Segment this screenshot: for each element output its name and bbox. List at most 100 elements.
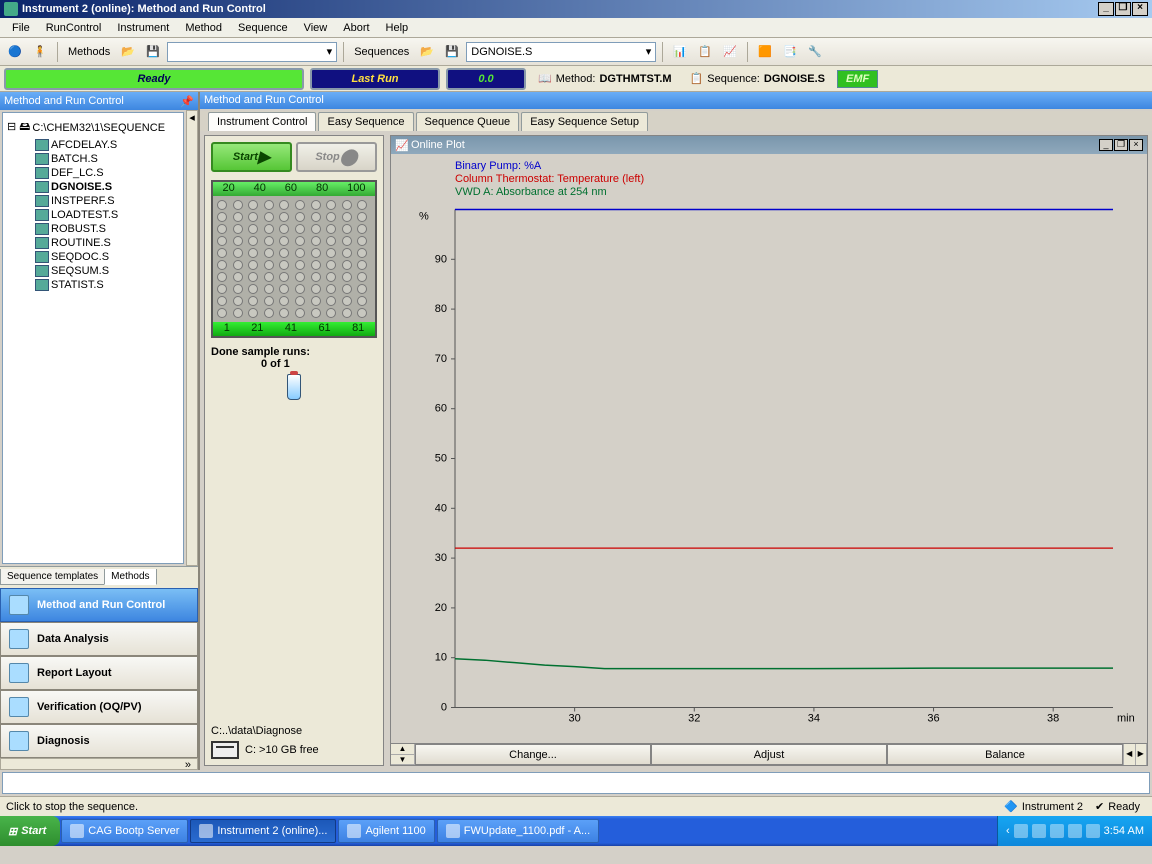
v-scroll-spin[interactable]: ▲▼ — [391, 744, 415, 765]
tree-item[interactable]: DEF_LC.S — [7, 166, 179, 180]
tree-item[interactable]: SEQDOC.S — [7, 250, 179, 264]
svg-text:34: 34 — [808, 713, 820, 725]
svg-text:50: 50 — [435, 453, 447, 465]
start-menu-button[interactable]: ⊞ Start — [0, 816, 60, 846]
methods-open-icon[interactable]: 📂 — [117, 41, 139, 63]
view-btn-1[interactable]: 📊 — [669, 41, 691, 63]
tab-easy-sequence-setup[interactable]: Easy Sequence Setup — [521, 112, 648, 131]
tree-item[interactable]: ROBUST.S — [7, 222, 179, 236]
tab-easy-sequence[interactable]: Easy Sequence — [318, 112, 413, 131]
adjust-button[interactable]: Adjust — [651, 744, 887, 765]
menu-bar: File RunControl Instrument Method Sequen… — [0, 18, 1152, 38]
tree-item[interactable]: STATIST.S — [7, 278, 179, 292]
menu-file[interactable]: File — [4, 20, 38, 36]
balance-button[interactable]: Balance — [887, 744, 1123, 765]
sequence-chip: 📋 Sequence: DGNOISE.S — [684, 72, 831, 85]
view-btn-4[interactable]: 🟧 — [754, 41, 776, 63]
svg-text:20: 20 — [435, 602, 447, 614]
menu-abort[interactable]: Abort — [335, 20, 377, 36]
right-tabs: Instrument Control Easy Sequence Sequenc… — [200, 111, 1152, 131]
sequences-combo[interactable]: DGNOISE.S▾ — [466, 42, 656, 62]
tray-icon[interactable] — [1014, 824, 1028, 838]
tree-item[interactable]: AFCDELAY.S — [7, 138, 179, 152]
close-button[interactable]: × — [1132, 2, 1148, 16]
tab-methods[interactable]: Methods — [104, 569, 156, 585]
tree-item[interactable]: INSTPERF.S — [7, 194, 179, 208]
nav-expand[interactable]: » — [0, 758, 198, 770]
taskbar-button[interactable]: CAG Bootp Server — [61, 819, 188, 843]
tray-icon[interactable] — [1050, 824, 1064, 838]
plot-canvas: Binary Pump: %A Column Thermostat: Tempe… — [391, 154, 1147, 743]
h-scroll-spin[interactable]: ◀▶ — [1123, 744, 1147, 765]
nav-button[interactable]: Verification (OQ/PV) — [0, 690, 198, 724]
online-plot-window: 📈 Online Plot _ ❐ × Binary Pump: %A Colu… — [390, 135, 1148, 766]
menu-instrument[interactable]: Instrument — [109, 20, 177, 36]
left-tabs: Sequence templates Methods — [0, 566, 198, 588]
system-tray[interactable]: ‹ 3:54 AM — [997, 816, 1152, 846]
methods-save-icon[interactable]: 💾 — [142, 41, 164, 63]
plot-min[interactable]: _ — [1099, 139, 1113, 151]
nav-button[interactable]: Method and Run Control — [0, 588, 198, 622]
hint-bar — [2, 772, 1150, 794]
tree-item[interactable]: DGNOISE.S — [7, 180, 179, 194]
svg-text:90: 90 — [435, 253, 447, 265]
plot-controls: ▲▼ Change... Adjust Balance ◀▶ — [391, 743, 1147, 765]
book-icon: 📖 — [538, 72, 552, 85]
menu-view[interactable]: View — [296, 20, 336, 36]
tree-item[interactable]: ROUTINE.S — [7, 236, 179, 250]
nav-button[interactable]: Diagnosis — [0, 724, 198, 758]
plot-close[interactable]: × — [1129, 139, 1143, 151]
menu-method[interactable]: Method — [177, 20, 230, 36]
tree-item[interactable]: SEQSUM.S — [7, 264, 179, 278]
start-button[interactable]: Start▶ — [211, 142, 292, 172]
tree-item[interactable]: BATCH.S — [7, 152, 179, 166]
svg-text:0: 0 — [441, 702, 447, 714]
tray-expand[interactable]: ‹ — [1006, 825, 1010, 837]
method-chip: 📖 Method: DGTHMTST.M — [532, 72, 678, 85]
view-btn-2[interactable]: 📋 — [694, 41, 716, 63]
tab-seq-templates[interactable]: Sequence templates — [0, 569, 105, 585]
sequences-save-icon[interactable]: 💾 — [441, 41, 463, 63]
taskbar-button[interactable]: FWUpdate_1100.pdf - A... — [437, 819, 599, 843]
wellplate[interactable]: 20406080100 121416181 — [211, 180, 377, 338]
stop-button[interactable]: Stop⬤ — [296, 142, 377, 172]
tray-icon[interactable] — [1032, 824, 1046, 838]
taskbar-button[interactable]: Agilent 1100 — [338, 819, 434, 843]
menu-help[interactable]: Help — [378, 20, 417, 36]
nav-buttons: Method and Run ControlData AnalysisRepor… — [0, 588, 198, 758]
pin-icon[interactable]: 📌 — [180, 95, 194, 108]
menu-runcontrol[interactable]: RunControl — [38, 20, 110, 36]
tree-collapse-arrow[interactable]: ◂ — [186, 110, 198, 566]
tab-sequence-queue[interactable]: Sequence Queue — [416, 112, 520, 131]
hint-text: Click to stop the sequence. — [6, 801, 138, 813]
change-button[interactable]: Change... — [415, 744, 651, 765]
tree-item[interactable]: LOADTEST.S — [7, 208, 179, 222]
minimize-button[interactable]: _ — [1098, 2, 1114, 16]
taskbar-button[interactable]: Instrument 2 (online)... — [190, 819, 336, 843]
view-btn-5[interactable]: 📑 — [779, 41, 801, 63]
left-panel-title: Method and Run Control 📌 — [0, 92, 198, 110]
view-btn-3[interactable]: 📈 — [719, 41, 741, 63]
plot-titlebar: 📈 Online Plot _ ❐ × — [391, 136, 1147, 154]
tab-instrument-control[interactable]: Instrument Control — [208, 112, 316, 131]
plot-icon: 📈 — [395, 139, 407, 151]
vial-icon — [287, 374, 301, 400]
tool-1[interactable]: 🔵 — [4, 41, 26, 63]
svg-text:30: 30 — [569, 713, 581, 725]
methods-combo[interactable]: ▾ — [167, 42, 337, 62]
svg-text:60: 60 — [435, 403, 447, 415]
view-btn-6[interactable]: 🔧 — [804, 41, 826, 63]
menu-sequence[interactable]: Sequence — [230, 20, 296, 36]
nav-button[interactable]: Report Layout — [0, 656, 198, 690]
sequences-open-icon[interactable]: 📂 — [416, 41, 438, 63]
maximize-button[interactable]: ❐ — [1115, 2, 1131, 16]
tray-icon[interactable] — [1068, 824, 1082, 838]
tree-root[interactable]: ⊟ 🖴 C:\CHEM32\1\SEQUENCE — [7, 117, 179, 138]
nav-button[interactable]: Data Analysis — [0, 622, 198, 656]
instrument-status: 🔷 Instrument 2 — [998, 800, 1089, 813]
tray-icon[interactable] — [1086, 824, 1100, 838]
plot-max[interactable]: ❐ — [1114, 139, 1128, 151]
tool-2[interactable]: 🧍 — [29, 41, 51, 63]
chart: 0102030405060708090%3032343638min — [395, 158, 1143, 739]
status-bar: Click to stop the sequence. 🔷 Instrument… — [0, 796, 1152, 816]
